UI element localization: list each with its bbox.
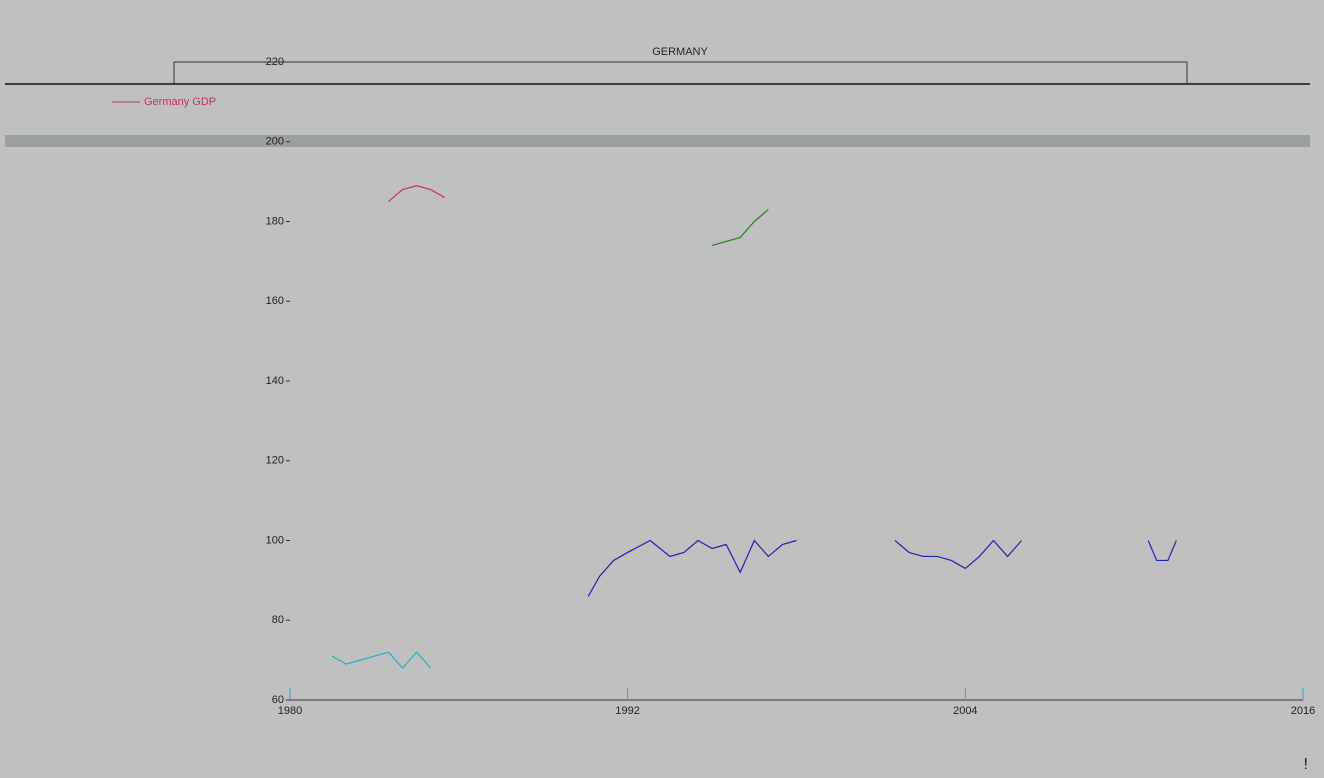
chart-title: GERMANY (652, 46, 708, 58)
y-tick-label: 120 (266, 455, 284, 467)
series-line (711, 209, 769, 247)
y-tick-label: 60 (272, 694, 284, 706)
y-tick-label: 200 (266, 136, 284, 148)
series-line (388, 184, 446, 203)
y-tick-label: 100 (266, 534, 284, 546)
y-tick-label: 140 (266, 375, 284, 387)
y-tick-label: 220 (266, 56, 284, 68)
plot-background (5, 5, 1310, 750)
series-line (331, 651, 432, 670)
x-tick-label: 1992 (615, 705, 639, 717)
x-tick-label: 1980 (278, 705, 302, 717)
legend-label: Germany GDP (144, 96, 216, 108)
y-tick-label: 180 (266, 215, 284, 227)
y-tick-label: 160 (266, 295, 284, 307)
y-tick-label: 80 (272, 614, 284, 626)
x-tick-label: 2016 (1291, 705, 1315, 717)
series-line (587, 539, 1177, 597)
glitch-band (5, 135, 1310, 147)
x-tick-label: 2004 (953, 705, 977, 717)
note: ! (1304, 756, 1308, 773)
